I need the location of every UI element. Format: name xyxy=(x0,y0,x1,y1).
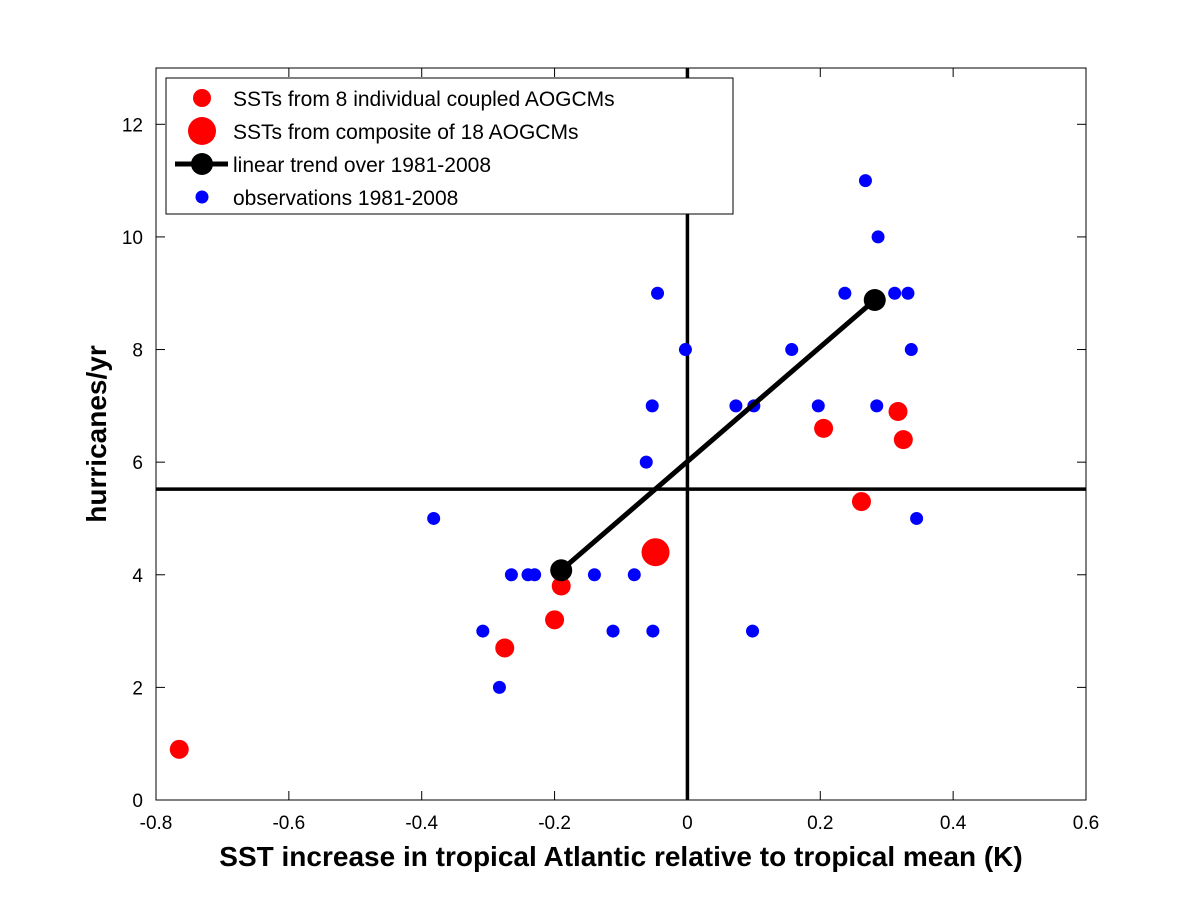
observation-point xyxy=(811,399,825,413)
legend-marker-trend-dot xyxy=(191,153,213,175)
y-tick-label: 4 xyxy=(132,566,143,587)
data-marks xyxy=(169,174,924,759)
legend-marker-individual xyxy=(193,89,211,107)
individual-aogcm-point xyxy=(814,418,834,438)
y-axis-label: hurricanes/yr xyxy=(81,345,112,523)
legend-marker-observations xyxy=(195,190,209,204)
trend-endpoint xyxy=(863,288,886,311)
observation-point xyxy=(651,286,665,300)
legend-label-individual: SSTs from 8 individual coupled AOGCMs xyxy=(233,88,615,111)
individual-aogcm-point xyxy=(169,739,189,759)
legend: SSTs from 8 individual coupled AOGCMs SS… xyxy=(165,77,734,215)
trend-line xyxy=(559,298,877,573)
composite-aogcm-point xyxy=(641,538,670,567)
observation-point xyxy=(646,624,660,638)
individual-aogcm-point xyxy=(888,401,908,421)
observation-point xyxy=(639,455,653,469)
observation-point xyxy=(645,399,659,413)
x-tick-label: 0.4 xyxy=(940,813,967,834)
observation-point xyxy=(528,568,542,582)
observation-point xyxy=(888,286,902,300)
x-axis-label: SST increase in tropical Atlantic relati… xyxy=(219,841,1022,872)
x-tick-label: 0.2 xyxy=(807,813,833,834)
x-tick-label: 0.6 xyxy=(1073,813,1099,834)
observation-point xyxy=(870,399,884,413)
x-tick-label: -0.2 xyxy=(538,813,571,834)
observation-point xyxy=(427,511,441,525)
y-tick-label: 12 xyxy=(122,115,143,136)
individual-aogcm-point xyxy=(893,430,913,450)
plot-area-frame xyxy=(155,67,1087,801)
observation-point xyxy=(746,624,760,638)
tick-labels: -0.8 -0.6 -0.4 -0.2 0 0.2 0.4 0.6 0 2 4 6 8 10 12 xyxy=(122,115,1099,834)
y-tick-label: 8 xyxy=(132,341,143,362)
legend-label-trend: linear trend over 1981-2008 xyxy=(233,154,491,177)
individual-aogcm-point xyxy=(851,492,871,512)
individual-aogcm-point xyxy=(551,576,571,596)
observation-point xyxy=(838,286,852,300)
trend-endpoint xyxy=(550,559,573,582)
individual-aogcm-point xyxy=(495,638,515,658)
x-tick-label: -0.4 xyxy=(405,813,438,834)
observation-point xyxy=(904,343,918,357)
observation-point xyxy=(492,680,506,694)
observation-point xyxy=(871,230,885,244)
y-tick-label: 2 xyxy=(132,678,143,699)
x-tick-label: -0.8 xyxy=(140,813,173,834)
y-tick-label: 10 xyxy=(122,228,143,249)
legend-marker-composite xyxy=(188,117,216,145)
observation-point xyxy=(910,511,924,525)
observation-point xyxy=(587,568,601,582)
legend-box xyxy=(165,77,734,215)
observation-point xyxy=(504,568,518,582)
x-tick-label: -0.6 xyxy=(272,813,305,834)
x-tick-label: 0 xyxy=(682,813,693,834)
observation-point xyxy=(858,174,872,188)
observation-point xyxy=(476,624,490,638)
observation-point xyxy=(627,568,641,582)
observation-point xyxy=(729,399,743,413)
y-tick-label: 6 xyxy=(132,453,143,474)
legend-label-composite: SSTs from composite of 18 AOGCMs xyxy=(233,121,578,144)
individual-aogcm-point xyxy=(545,610,565,630)
observation-point xyxy=(785,343,799,357)
observation-point xyxy=(678,343,692,357)
observation-point xyxy=(901,286,915,300)
y-tick-label: 0 xyxy=(132,791,143,812)
observation-point xyxy=(606,624,620,638)
legend-label-observations: observations 1981-2008 xyxy=(233,187,458,210)
